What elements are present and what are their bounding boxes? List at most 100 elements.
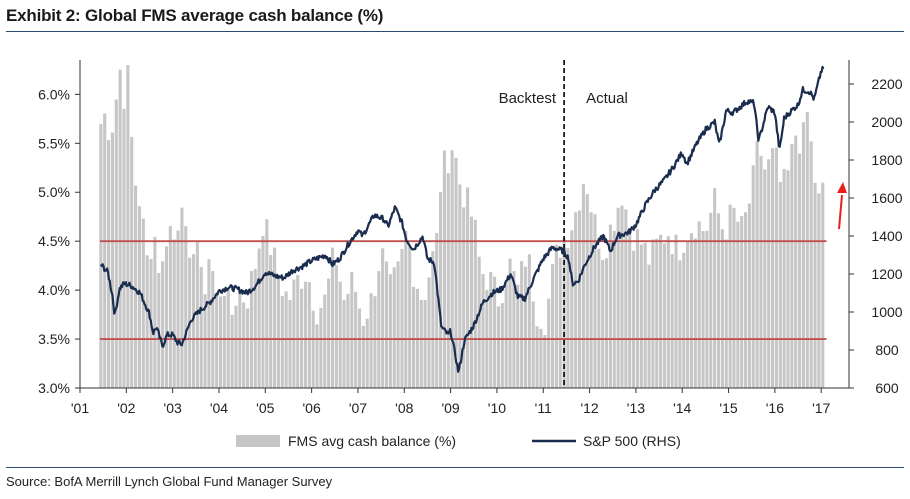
bar (720, 229, 724, 388)
bar (466, 187, 470, 388)
bar (550, 264, 555, 388)
bar (145, 255, 149, 388)
bar (767, 159, 771, 388)
bar (346, 293, 350, 388)
bar (276, 278, 280, 388)
bar (458, 184, 462, 388)
x-tick-label: '12 (580, 400, 598, 416)
x-tick-label: '01 (71, 400, 89, 416)
bar (616, 207, 620, 388)
bar (531, 301, 535, 388)
bar (577, 210, 582, 388)
bar (512, 271, 516, 388)
bar (126, 65, 130, 389)
x-tick-label: '05 (256, 400, 274, 416)
bar (798, 153, 802, 388)
bar (774, 147, 778, 388)
bar (728, 204, 732, 388)
bar (431, 251, 435, 388)
bar (404, 230, 408, 388)
bar (740, 215, 744, 388)
x-tick-label: '11 (535, 400, 552, 416)
legend-bar-label: FMS avg cash balance (%) (288, 433, 456, 449)
bar (813, 182, 817, 388)
bar (307, 282, 311, 388)
bar (130, 136, 134, 388)
bar (114, 99, 118, 389)
bar (462, 207, 466, 388)
bar (686, 241, 690, 388)
x-tick-label: '17 (812, 400, 830, 416)
bar (134, 185, 138, 388)
bar (539, 328, 543, 388)
bar (566, 247, 570, 388)
source-rule (6, 467, 904, 468)
left-tick-label: 3.0% (38, 380, 70, 396)
bar (454, 157, 458, 388)
bar (303, 281, 307, 388)
bar (234, 305, 238, 388)
x-tick-label: '03 (164, 400, 182, 416)
bar (821, 182, 825, 388)
x-tick-label: '08 (395, 400, 413, 416)
bar (574, 212, 578, 388)
legend: FMS avg cash balance (%) S&P 500 (RHS) (236, 433, 681, 449)
bar (670, 254, 674, 388)
x-tick-label: '04 (210, 400, 228, 416)
bar (786, 170, 790, 388)
x-tick-label: '14 (673, 400, 691, 416)
bar (450, 150, 454, 388)
bar (164, 246, 169, 388)
bar (523, 266, 528, 388)
bar (601, 260, 605, 388)
bar (176, 230, 180, 388)
bar (199, 266, 203, 388)
right-tick-label: 600 (875, 380, 899, 396)
bar (218, 296, 223, 388)
bar (743, 212, 748, 388)
bar (242, 302, 246, 388)
bar (674, 234, 678, 388)
bar (635, 229, 639, 388)
axes: 3.0% 3.5% 4.0% 4.5% 5.0% 5.5% 6.0% 600 800 1000 12… (38, 60, 903, 416)
bar (666, 236, 670, 388)
bar (338, 281, 342, 388)
bar (257, 248, 261, 388)
source-note: Source: BofA Merrill Lynch Global Fund M… (6, 474, 333, 489)
bar (381, 248, 385, 388)
bar (473, 219, 477, 388)
right-tick-label: 1200 (871, 266, 902, 282)
bar (253, 269, 257, 388)
x-tick-label: '13 (627, 400, 645, 416)
legend-line-label: S&P 500 (RHS) (583, 433, 681, 449)
bar (319, 307, 323, 388)
bar (230, 314, 234, 388)
bar (527, 254, 531, 388)
bar (203, 294, 207, 388)
bar (469, 216, 473, 388)
bar (801, 122, 805, 389)
bar (628, 227, 632, 388)
bar (245, 308, 250, 388)
bar (168, 226, 172, 388)
backtest-label: Backtest (499, 90, 557, 107)
bar (508, 258, 512, 388)
x-tick-label: '07 (349, 400, 367, 416)
chart: 3.0% 3.5% 4.0% 4.5% 5.0% 5.5% 6.0% 600 800 1000 12… (38, 60, 903, 449)
bar (323, 294, 327, 388)
bar (342, 300, 346, 388)
bar (516, 284, 520, 388)
bar (701, 231, 705, 388)
reference-lines (100, 240, 827, 340)
right-tick-label: 2000 (871, 114, 902, 130)
bar (693, 238, 697, 388)
bar (400, 249, 404, 388)
bar (817, 193, 821, 388)
x-tick-label: '10 (488, 400, 506, 416)
bar (384, 261, 389, 388)
bar (697, 221, 701, 388)
page-title: Exhibit 2: Global FMS average cash balan… (6, 6, 384, 25)
bar (747, 203, 751, 388)
bar (585, 194, 589, 388)
left-tick-label: 3.5% (38, 331, 70, 347)
